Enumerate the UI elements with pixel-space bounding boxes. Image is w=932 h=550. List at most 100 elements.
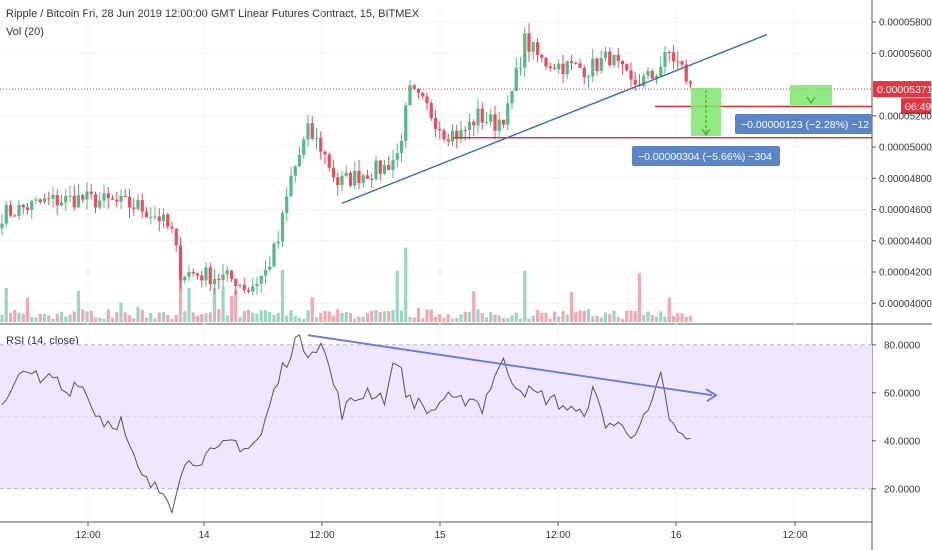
volume-bar <box>336 309 340 322</box>
volume-bar <box>13 309 17 322</box>
rsi-label: RSI (14, close) <box>6 335 79 347</box>
volume-bar <box>399 310 404 322</box>
measure-arrowhead <box>806 96 816 104</box>
price-tick-label: 0.00004800 <box>879 174 932 185</box>
last-price-value: 0.00005371 <box>877 84 932 96</box>
candle-body <box>55 194 59 206</box>
rsi-arrowhead <box>705 388 718 402</box>
price-tick-label: 0.00004600 <box>879 205 932 216</box>
candle-body <box>688 81 693 84</box>
candle-body <box>353 170 357 186</box>
volume-bar <box>208 312 212 322</box>
candle-body <box>361 175 365 184</box>
volume-bar <box>552 311 557 322</box>
candle-body <box>319 137 323 152</box>
rsi-tick-label: 60.0000 <box>884 388 921 399</box>
volume-bar <box>200 314 204 322</box>
candle-body <box>68 195 72 197</box>
volume-bar <box>280 270 285 322</box>
candle-body <box>161 214 166 222</box>
candle-body <box>34 199 38 201</box>
candle-body <box>344 172 348 176</box>
volume-bar <box>119 302 123 322</box>
candle-body <box>263 269 268 276</box>
price-tick-label: 0.00005600 <box>879 49 932 60</box>
volume-bar <box>654 316 659 322</box>
volume-bar <box>221 286 225 322</box>
volume-bar <box>183 311 187 322</box>
volume-bar <box>523 270 527 322</box>
volume-bar <box>616 316 620 322</box>
volume-bar <box>391 309 395 322</box>
candle-body <box>455 130 459 139</box>
candle-body <box>357 170 361 184</box>
candle-body <box>110 198 115 200</box>
candle-body <box>72 195 76 208</box>
candle-body <box>531 42 535 52</box>
candle-body <box>238 284 242 287</box>
candle-body <box>285 196 289 214</box>
candle-body <box>399 140 404 154</box>
volume-bar <box>161 312 166 322</box>
candle-body <box>548 66 552 69</box>
candle-body <box>115 199 119 202</box>
volume-bar <box>540 313 544 322</box>
chart-title: Ripple / Bitcoin Fri, 28 Jun 2019 12:00:… <box>6 8 420 20</box>
candle-body <box>518 67 523 69</box>
candle-body <box>578 63 582 68</box>
candle-body <box>119 195 123 202</box>
candle-body <box>433 118 438 129</box>
candle-body <box>459 130 463 139</box>
volume-bar <box>72 311 76 322</box>
volume-bar <box>642 315 646 322</box>
volume-bar <box>89 310 93 322</box>
volume-bar <box>132 318 136 322</box>
candle-body <box>297 154 302 167</box>
volume-bar <box>314 317 319 322</box>
volume-bar <box>153 318 157 322</box>
candle-body <box>212 278 217 285</box>
volume-bar <box>450 318 455 322</box>
volume-bar <box>30 317 34 322</box>
candle-body <box>136 200 140 209</box>
volume-bar <box>174 314 178 322</box>
candle-body <box>586 76 591 78</box>
candle-body <box>289 175 293 197</box>
rsi-trendline <box>307 334 713 397</box>
candle-body <box>191 271 195 274</box>
candle-body <box>484 122 489 124</box>
candle-body <box>472 121 476 126</box>
candle-body <box>676 61 680 63</box>
volume-bar <box>327 311 331 322</box>
candle-body <box>331 167 336 178</box>
volume-bar <box>459 314 463 322</box>
volume-bar <box>565 314 569 322</box>
price-tick-label: 0.00004200 <box>879 268 932 279</box>
volume-bar <box>527 318 531 322</box>
volume-bar <box>433 317 438 322</box>
volume-bar <box>501 317 506 322</box>
candle-body <box>523 33 527 68</box>
candle-body <box>608 51 612 66</box>
volume-bar <box>81 309 85 322</box>
volume-bar <box>191 312 195 322</box>
volume-bar <box>582 310 586 322</box>
candle-body <box>323 151 327 155</box>
candle-body <box>38 199 42 203</box>
candle-body <box>595 58 599 71</box>
candle-body <box>302 139 306 155</box>
candle-body <box>510 90 514 104</box>
volume-bar <box>242 311 246 322</box>
candle-body <box>544 57 548 67</box>
volume-bar <box>306 310 310 322</box>
candle-body <box>85 191 89 200</box>
candle-body <box>620 60 625 65</box>
candle-body <box>467 121 472 131</box>
volume-bar <box>331 315 336 322</box>
volume-bar <box>17 312 21 322</box>
candle-body <box>132 207 136 209</box>
volume-bar <box>612 310 616 322</box>
candle-body <box>59 202 64 206</box>
volume-bar <box>59 311 64 322</box>
